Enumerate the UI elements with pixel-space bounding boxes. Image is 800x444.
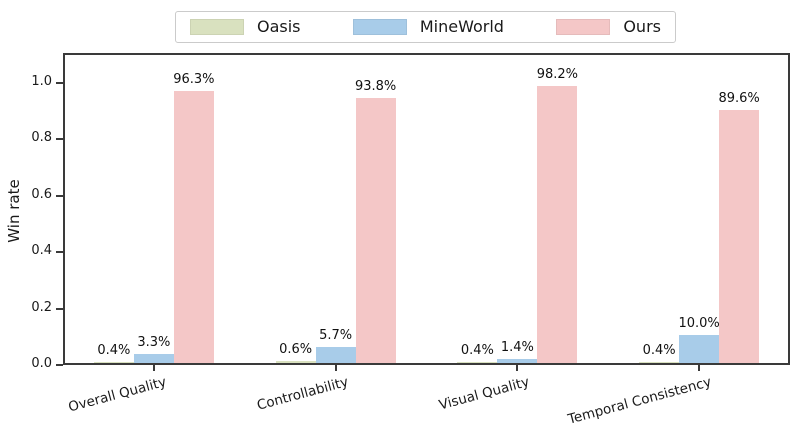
y-tick-mark <box>56 82 63 84</box>
y-tick-label: 0.4 <box>31 243 52 259</box>
y-tick-label: 0.8 <box>31 130 52 146</box>
bar-value-label: 96.3% <box>173 72 215 88</box>
bar-oasis-1 <box>275 361 316 363</box>
bar-mineworld-0 <box>133 354 174 363</box>
legend-item-mineworld: MineWorld <box>352 17 504 36</box>
x-tick-mark <box>152 365 155 371</box>
bar-oasis-0 <box>93 362 134 363</box>
legend-item-oasis: Oasis <box>190 19 301 35</box>
y-tick-label: 0.0 <box>31 356 52 371</box>
y-tick-label: 0.2 <box>31 299 52 315</box>
legend-swatch-icon <box>190 19 244 35</box>
plot-area: 0.4% 0.6% 0.4% 0.4% 3.3% 5.7% 1.4% 10.0% 96.3% 93… <box>63 53 790 365</box>
y-tick-mark <box>56 138 63 141</box>
bar-mineworld-1 <box>315 347 356 363</box>
y-tick-mark <box>56 307 63 310</box>
y-tick-label: 0.6 <box>31 186 52 202</box>
x-category-label-3: Temporal Consistency <box>566 374 714 428</box>
bar-value-label: 0.6% <box>279 342 313 358</box>
x-tick-mark <box>698 365 701 371</box>
legend-item-ours: Ours <box>556 19 661 35</box>
y-tick-mark <box>56 364 63 366</box>
bar-value-label: 3.3% <box>137 335 171 351</box>
y-tick-mark <box>56 194 63 197</box>
bar-value-label: 0.4% <box>97 343 131 359</box>
bar-value-label: 1.4% <box>500 340 534 356</box>
bar-ours-1 <box>355 98 396 363</box>
legend-swatch-icon <box>352 19 407 35</box>
bar-value-label: 10.0% <box>678 316 720 332</box>
legend-label: Oasis <box>257 17 301 36</box>
x-tick-mark <box>334 365 337 371</box>
bar-ours-3 <box>719 110 760 363</box>
bar-value-label: 0.4% <box>642 343 676 359</box>
bar-value-label: 98.2% <box>536 67 579 83</box>
legend-label: MineWorld <box>419 17 504 36</box>
bar-ours-2 <box>537 86 578 363</box>
chart-legend: Oasis MineWorld Ours <box>175 11 676 43</box>
bar-oasis-3 <box>639 362 680 363</box>
bar-value-label: 89.6% <box>718 91 760 107</box>
bar-ours-0 <box>173 91 214 363</box>
bar-value-label: 93.8% <box>354 79 397 95</box>
bar-value-label: 5.7% <box>319 328 353 344</box>
x-tick-mark <box>516 365 519 371</box>
bar-mineworld-2 <box>497 359 538 363</box>
y-tick-label: 1.0 <box>31 74 52 89</box>
bar-value-label: 0.4% <box>460 343 494 359</box>
legend-swatch-icon <box>556 19 611 35</box>
bar-mineworld-3 <box>679 335 720 363</box>
legend-label: Ours <box>623 17 661 36</box>
bar-oasis-2 <box>457 362 498 363</box>
y-tick-mark <box>56 251 63 254</box>
